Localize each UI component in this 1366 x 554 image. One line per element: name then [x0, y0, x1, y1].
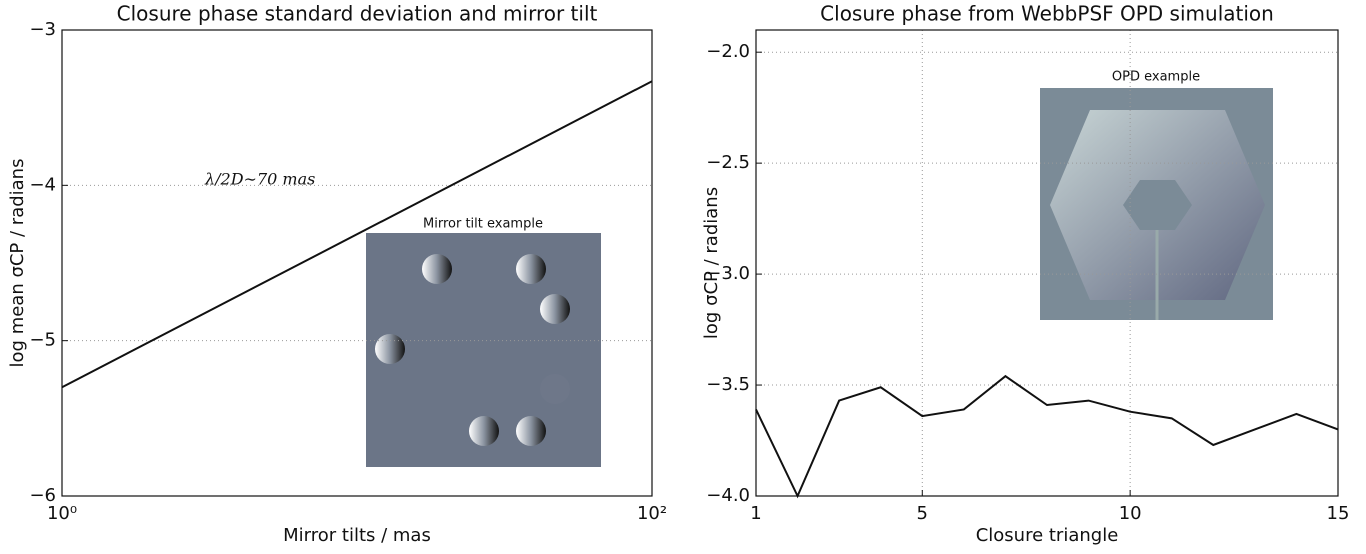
data-line — [755, 374, 1339, 499]
annotation: λ/2D∼70 mas — [204, 170, 315, 189]
y-tick-label: −4.0 — [706, 485, 750, 506]
x-tick-label: 5 — [917, 503, 928, 524]
chart-title: Closure phase from WebbPSF OPD simulatio… — [820, 2, 1274, 26]
y-tick-label: −3 — [29, 19, 56, 40]
inset-label: OPD example — [1112, 70, 1200, 85]
x-axis-label: Mirror tilts / mas — [283, 525, 431, 546]
chart-title: Closure phase standard deviation and mir… — [117, 2, 598, 26]
x-axis-label: Closure triangle — [976, 525, 1119, 546]
mirror-tilt-inset — [366, 233, 601, 467]
y-tick-label: −4 — [29, 174, 56, 195]
x-tick-label: 10 — [1119, 503, 1142, 524]
x-tick-label: 10² — [637, 503, 667, 524]
y-tick-label: −2.5 — [706, 152, 750, 173]
inset-label: Mirror tilt example — [423, 217, 543, 232]
opd-inset — [1040, 88, 1273, 320]
data-line — [61, 80, 653, 389]
plot-frame — [61, 29, 653, 497]
y-tick-label: −2.0 — [706, 41, 750, 62]
plot-frame — [755, 29, 1339, 497]
y-axis-label: log σCP / radians — [701, 187, 722, 339]
y-tick-label: −3.0 — [706, 263, 750, 284]
y-axis-label: log mean σCP / radians — [7, 159, 28, 368]
y-tick-label: −6 — [29, 485, 56, 506]
y-tick-label: −3.5 — [706, 374, 750, 395]
y-tick-label: −5 — [29, 330, 56, 351]
x-tick-label: 10⁰ — [47, 503, 77, 524]
x-tick-label: 15 — [1327, 503, 1350, 524]
x-tick-label: 1 — [750, 503, 761, 524]
